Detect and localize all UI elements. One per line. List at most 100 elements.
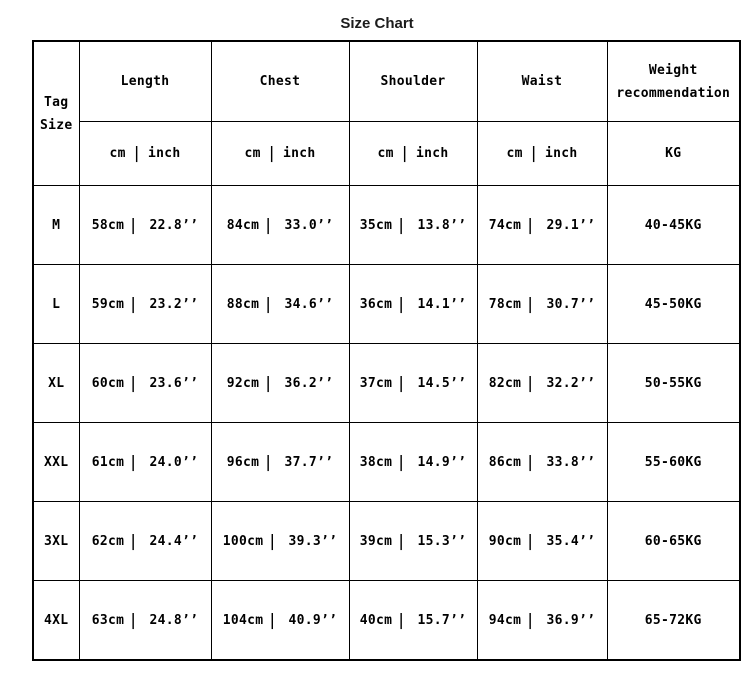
unit-cm: cm: [377, 146, 394, 161]
value-separator: |: [129, 294, 138, 314]
weight-cell: 40-45KG: [606, 185, 741, 265]
inch-value: 29.1’’: [546, 217, 596, 233]
cm-value: 100cm: [222, 533, 264, 549]
header-row-labels: Tag Size Length Chest Shoulder Waist Wei…: [32, 40, 741, 186]
inch-value: 36.9’’: [546, 612, 596, 628]
value-separator: |: [526, 373, 535, 393]
unit-separator: |: [132, 144, 141, 163]
value-separator: |: [397, 215, 406, 235]
length-cell: 62cm | 24.4’’: [78, 501, 212, 581]
inch-value: 15.3’’: [417, 533, 467, 549]
shoulder-cell: 40cm | 15.7’’: [348, 580, 478, 661]
inch-value: 23.2’’: [149, 296, 199, 312]
shoulder-cell: 39cm | 15.3’’: [348, 501, 478, 581]
weight-header-line2: recommendation: [616, 85, 731, 101]
cm-value: 35cm: [359, 217, 393, 233]
value-separator: |: [526, 215, 535, 235]
cm-value: 92cm: [226, 375, 260, 391]
cm-value: 58cm: [91, 217, 125, 233]
cm-value: 38cm: [359, 454, 393, 470]
value-separator: |: [397, 373, 406, 393]
chest-cell: 84cm | 33.0’’: [210, 185, 350, 265]
cm-value: 62cm: [91, 533, 125, 549]
value-separator: |: [526, 610, 535, 630]
cm-value: 74cm: [488, 217, 522, 233]
value-separator: |: [397, 531, 406, 551]
inch-value: 32.2’’: [546, 375, 596, 391]
unit-cm: cm: [506, 146, 523, 161]
cm-value: 94cm: [488, 612, 522, 628]
cm-value: 90cm: [488, 533, 522, 549]
length-cell: 61cm | 24.0’’: [78, 422, 212, 502]
inch-value: 24.0’’: [149, 454, 199, 470]
value-separator: |: [264, 294, 273, 314]
table-row-3xl: 3XL 62cm | 24.4’’ 100cm | 39.3’’ 39cm | 15.3’’…: [32, 501, 741, 581]
unit-cm: cm: [109, 146, 126, 161]
shoulder-cell: 37cm | 14.5’’: [348, 343, 478, 423]
value-separator: |: [397, 610, 406, 630]
cm-value: 61cm: [91, 454, 125, 470]
unit-separator: |: [267, 144, 276, 163]
unit-inch: inch: [282, 146, 316, 161]
length-cell: 60cm | 23.6’’: [78, 343, 212, 423]
value-separator: |: [526, 452, 535, 472]
column-header-chest: Chest: [210, 40, 350, 122]
cm-value: 96cm: [226, 454, 260, 470]
cm-value: 82cm: [488, 375, 522, 391]
inch-value: 15.7’’: [417, 612, 467, 628]
table-row-l: L 59cm | 23.2’’ 88cm | 34.6’’ 36cm | 14.1’’ 78…: [32, 264, 741, 344]
cm-value: 84cm: [226, 217, 260, 233]
weight-cell: 45-50KG: [606, 264, 741, 344]
inch-value: 37.7’’: [284, 454, 334, 470]
inch-value: 24.8’’: [149, 612, 199, 628]
inch-value: 34.6’’: [284, 296, 334, 312]
inch-value: 22.8’’: [149, 217, 199, 233]
header-row-units: cm | inch cm | inch cm | inch cm | inch KG: [33, 121, 741, 186]
value-separator: |: [397, 452, 406, 472]
cm-value: 59cm: [91, 296, 125, 312]
inch-value: 35.4’’: [546, 533, 596, 549]
size-label: 4XL: [32, 580, 80, 661]
inch-value: 40.9’’: [288, 612, 338, 628]
waist-cell: 78cm | 30.7’’: [476, 264, 608, 344]
waist-cell: 82cm | 32.2’’: [476, 343, 608, 423]
length-cell: 59cm | 23.2’’: [78, 264, 212, 344]
cm-value: 37cm: [359, 375, 393, 391]
inch-value: 36.2’’: [284, 375, 334, 391]
column-header-waist: Waist: [476, 40, 608, 122]
waist-cell: 90cm | 35.4’’: [476, 501, 608, 581]
inch-value: 33.8’’: [546, 454, 596, 470]
cm-value: 40cm: [359, 612, 393, 628]
inch-value: 14.9’’: [417, 454, 467, 470]
inch-value: 33.0’’: [284, 217, 334, 233]
cm-value: 88cm: [226, 296, 260, 312]
unit-cell-shoulder: cm | inch: [348, 121, 478, 186]
page-title: Size Chart: [340, 15, 414, 32]
table-row-4xl: 4XL 63cm | 24.8’’ 104cm | 40.9’’ 40cm | 15.7’’…: [32, 580, 741, 661]
tag-size-header: Tag Size: [32, 40, 80, 186]
value-separator: |: [264, 215, 273, 235]
table-row-m: M 58cm | 22.8’’ 84cm | 33.0’’ 35cm | 13.8’’ 74…: [32, 185, 741, 265]
cm-value: 78cm: [488, 296, 522, 312]
unit-inch: inch: [544, 146, 578, 161]
unit-inch: inch: [415, 146, 449, 161]
tag-size-line2: Size: [39, 117, 73, 133]
table-row-xl: XL 60cm | 23.6’’ 92cm | 36.2’’ 37cm | 14.5’’ 8…: [32, 343, 741, 423]
inch-value: 13.8’’: [417, 217, 467, 233]
value-separator: |: [268, 610, 277, 630]
cm-value: 104cm: [222, 612, 264, 628]
cm-value: 36cm: [359, 296, 393, 312]
size-label: 3XL: [32, 501, 80, 581]
value-separator: |: [526, 294, 535, 314]
cm-value: 86cm: [488, 454, 522, 470]
chest-cell: 100cm | 39.3’’: [210, 501, 350, 581]
inch-value: 24.4’’: [149, 533, 199, 549]
column-header-weight: Weight recommendation: [606, 40, 741, 122]
length-cell: 63cm | 24.8’’: [78, 580, 212, 661]
value-separator: |: [526, 531, 535, 551]
inch-value: 30.7’’: [546, 296, 596, 312]
chest-cell: 92cm | 36.2’’: [210, 343, 350, 423]
weight-cell: 65-72KG: [606, 580, 741, 661]
cm-value: 60cm: [91, 375, 125, 391]
weight-header-line1: Weight: [648, 62, 698, 78]
